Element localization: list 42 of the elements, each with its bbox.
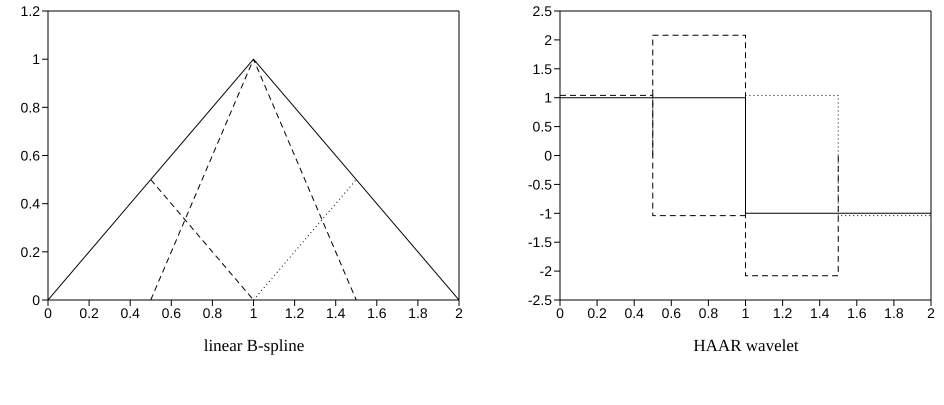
x-tick-label: 1.6 <box>847 304 867 321</box>
x-axis-title: HAAR wavelet <box>692 336 800 356</box>
x-tick-label: 0.8 <box>202 304 222 321</box>
x-tick-label: 2 <box>455 304 464 321</box>
y-tick-label: 1.2 <box>20 2 40 19</box>
x-tick-label: 0.4 <box>624 304 644 321</box>
y-tick-label: -1.5 <box>528 234 552 250</box>
x-tick-label: 0 <box>556 304 564 321</box>
y-tick-label: 2 <box>544 32 552 48</box>
x-tick-label: 1.6 <box>367 304 387 321</box>
x-tick-label: 0.2 <box>587 304 608 321</box>
x-tick-label: 1.2 <box>284 304 305 321</box>
y-tick-label: 0.6 <box>20 147 40 164</box>
x-tick-label: 0 <box>44 304 52 321</box>
x-tick-label: 1 <box>250 304 258 321</box>
x-tick-label: 1 <box>742 304 750 321</box>
x-axis-title: linear B-spline <box>202 336 306 356</box>
x-tick-label: 0.2 <box>79 304 100 321</box>
y-tick-label: 0.8 <box>20 99 40 116</box>
x-tick-label: 0.6 <box>162 304 182 321</box>
y-tick-label: -2 <box>540 263 552 280</box>
y-tick-label: 1 <box>544 90 552 106</box>
y-tick-label: 0.5 <box>532 118 552 135</box>
x-tick-label: 2 <box>927 304 936 321</box>
y-tick-label: -0.5 <box>528 176 552 192</box>
x-tick-label: 1.8 <box>408 304 428 321</box>
x-tick-label: 1.8 <box>884 304 904 321</box>
y-tick-label: 1.5 <box>532 60 552 77</box>
y-tick-label: 0 <box>544 147 552 164</box>
y-tick-label: 2.5 <box>532 2 552 19</box>
x-tick-label: 0.8 <box>698 304 718 321</box>
y-tick-label: 1 <box>32 51 40 68</box>
x-tick-label: 1.2 <box>772 304 793 321</box>
y-tick-label: 0.4 <box>20 196 40 212</box>
x-tick-label: 1.4 <box>810 304 830 321</box>
x-tick-label: 0.4 <box>120 304 140 321</box>
x-tick-label: 0.6 <box>662 304 682 321</box>
y-tick-label: 0 <box>32 292 40 308</box>
y-tick-label: -1 <box>540 205 552 222</box>
x-tick-label: 1.4 <box>326 304 346 321</box>
y-tick-label: -2.5 <box>528 292 552 308</box>
y-tick-label: 0.2 <box>20 244 40 260</box>
